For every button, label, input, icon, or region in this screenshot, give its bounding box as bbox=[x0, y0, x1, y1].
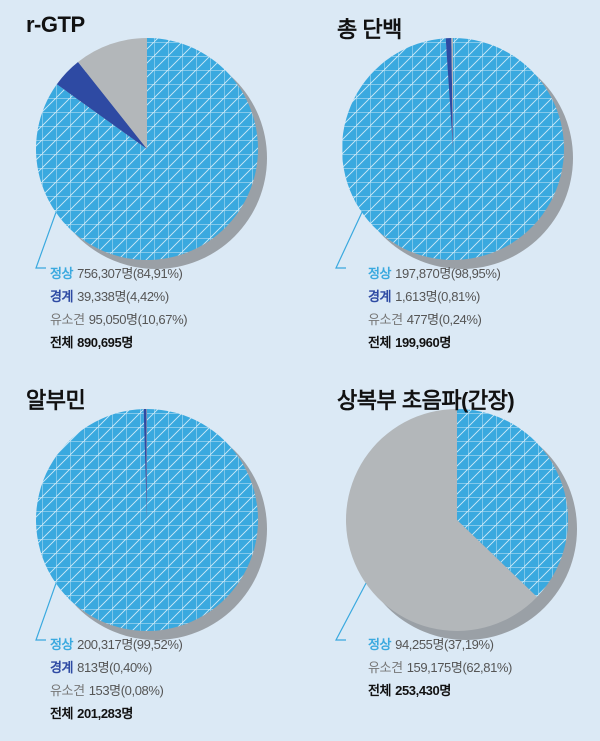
total-label: 전체 bbox=[50, 706, 74, 721]
pie-slice-caution bbox=[445, 38, 453, 149]
chart-r-gtp: r-GTP 정상 756,307명(84,91%) 경계 39,338명(4,42%)… bbox=[0, 0, 300, 370]
legend-value: 153명(0,08%) bbox=[88, 683, 164, 698]
legend: 정상 200,317명(99,52%) 경계 813명(0,40%) 유소견 153명(0… bbox=[50, 633, 183, 725]
total-value: 890,695명 bbox=[77, 335, 133, 350]
pie-slice-abnormal bbox=[146, 409, 147, 520]
legend-item-abnormal: 유소견 477명(0,24%) bbox=[368, 308, 500, 331]
chart-title: 상복부 초음파(간장) bbox=[337, 388, 515, 413]
pie-slice-abnormal bbox=[451, 38, 453, 149]
total-value: 201,283명 bbox=[77, 706, 133, 721]
legend-item-abnormal: 유소견 95,050명(10,67%) bbox=[50, 308, 188, 331]
legend-pointer-line bbox=[35, 212, 57, 269]
pie-slice-caution bbox=[143, 409, 147, 520]
legend-pointer-line bbox=[335, 212, 363, 269]
legend: 정상 756,307명(84,91%) 경계 39,338명(4,42%) 유소견 95,… bbox=[50, 262, 188, 354]
legend-total: 전체 199,960명 bbox=[368, 331, 500, 354]
legend-label: 유소견 bbox=[368, 660, 403, 675]
legend: 정상 197,870명(98,95%) 경계 1,613명(0,81%) 유소견 477명… bbox=[368, 262, 501, 354]
pie-slice-normal bbox=[457, 409, 568, 597]
total-label: 전체 bbox=[50, 335, 74, 350]
pie-chart bbox=[35, 409, 267, 641]
legend-value: 1,613명(0,81%) bbox=[395, 289, 480, 304]
legend-total: 전체 890,695명 bbox=[50, 331, 187, 354]
pie-chart bbox=[35, 38, 267, 269]
legend-pointer-line bbox=[35, 583, 57, 641]
chart-title: 총 단백 bbox=[337, 17, 402, 42]
legend-label: 유소견 bbox=[50, 312, 85, 327]
legend-item-abnormal: 유소견 153명(0,08%) bbox=[50, 679, 182, 702]
legend-label: 정상 bbox=[50, 266, 74, 281]
legend-total: 전체 253,430명 bbox=[368, 679, 512, 702]
legend-label: 정상 bbox=[50, 637, 74, 652]
chart-total-protein: 총 단백 정상 197,870명(98,95%) 경계 1,613명(0,81%) 유소… bbox=[300, 0, 600, 370]
legend-label: 경계 bbox=[50, 660, 74, 675]
legend-label: 정상 bbox=[368, 266, 392, 281]
total-value: 253,430명 bbox=[395, 683, 451, 698]
legend-value: 159,175명(62,81%) bbox=[406, 660, 513, 675]
pie-slice-abnormal bbox=[346, 409, 538, 631]
legend-value: 813명(0,40%) bbox=[77, 660, 152, 675]
chart-albumin: 알부민 정상 200,317명(99,52%) 경계 813명(0,40%) 유소견 15… bbox=[0, 371, 300, 741]
legend: 정상 94,255명(37,19%) 유소견 159,175명(62,81%) 전체 25… bbox=[368, 633, 512, 702]
legend-item-caution: 경계 1,613명(0,81%) bbox=[368, 285, 500, 308]
legend-label: 경계 bbox=[368, 289, 392, 304]
total-value: 199,960명 bbox=[395, 335, 451, 350]
chart-abdominal-ultrasound: 상복부 초음파(간장) 정상 94,255명(37,19%) 유소견 159,175명… bbox=[300, 371, 600, 741]
pie-chart bbox=[335, 38, 573, 269]
legend-label: 유소견 bbox=[368, 312, 403, 327]
legend-pointer-line bbox=[335, 582, 367, 641]
pie-slice-abnormal bbox=[78, 38, 147, 149]
legend-item-abnormal: 유소견 159,175명(62,81%) bbox=[368, 656, 512, 679]
legend-item-normal: 정상 756,307명(84,91%) bbox=[50, 262, 187, 285]
legend-value: 94,255명(37,19%) bbox=[395, 637, 494, 652]
legend-label: 정상 bbox=[368, 637, 392, 652]
total-label: 전체 bbox=[368, 335, 392, 350]
legend-item-caution: 경계 39,338명(4,42%) bbox=[50, 285, 187, 308]
total-label: 전체 bbox=[368, 683, 392, 698]
legend-item-normal: 정상 200,317명(99,52%) bbox=[50, 633, 183, 656]
chart-title: 알부민 bbox=[26, 388, 86, 413]
legend-item-normal: 정상 94,255명(37,19%) bbox=[368, 633, 512, 656]
legend-label: 경계 bbox=[50, 289, 74, 304]
pie-slice-normal bbox=[36, 409, 259, 631]
pie-slice-caution bbox=[56, 62, 147, 149]
legend-value: 477명(0,24%) bbox=[406, 312, 482, 327]
chart-title: r-GTP bbox=[26, 12, 85, 37]
legend-value: 39,338명(4,42%) bbox=[77, 289, 169, 304]
pie-chart bbox=[335, 409, 577, 641]
legend-item-caution: 경계 813명(0,40%) bbox=[50, 656, 182, 679]
legend-value: 95,050명(10,67%) bbox=[88, 312, 188, 327]
legend-label: 유소견 bbox=[50, 683, 85, 698]
legend-value: 200,317명(99,52%) bbox=[77, 637, 183, 652]
legend-item-normal: 정상 197,870명(98,95%) bbox=[368, 262, 501, 285]
legend-value: 756,307명(84,91%) bbox=[77, 266, 183, 281]
legend-total: 전체 201,283명 bbox=[50, 702, 182, 725]
legend-value: 197,870명(98,95%) bbox=[395, 266, 501, 281]
